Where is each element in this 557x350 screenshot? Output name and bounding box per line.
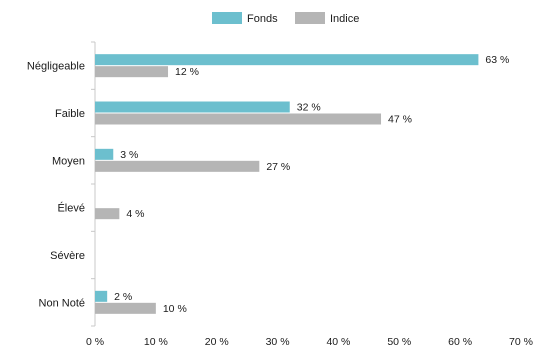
bar-indice xyxy=(95,302,156,314)
bar-indice xyxy=(95,66,169,78)
data-label-fonds: 3 % xyxy=(120,149,138,161)
chart-legend: Fonds Indice xyxy=(212,12,359,25)
bar-fonds xyxy=(95,54,479,66)
x-tick-label: 10 % xyxy=(144,336,168,348)
category-label: Élevé xyxy=(57,202,85,215)
category-label: Négligeable xyxy=(27,61,85,73)
x-tick-label: 40 % xyxy=(326,336,350,348)
data-label-indice: 27 % xyxy=(266,161,290,173)
legend-label-fonds: Fonds xyxy=(247,13,278,25)
bar-fonds xyxy=(95,101,290,113)
x-tick-label: 20 % xyxy=(205,336,229,348)
data-label-indice: 4 % xyxy=(126,208,144,220)
category-label: Non Noté xyxy=(39,297,85,309)
x-tick-label: 0 % xyxy=(86,336,104,348)
chart-axes: Négligeable Faible Moyen Élevé Sévère Non Not… xyxy=(27,41,533,348)
data-label-fonds: 2 % xyxy=(114,291,132,303)
bar-indice xyxy=(95,113,382,125)
category-label: Faible xyxy=(55,108,85,120)
legend-swatch-fonds xyxy=(212,12,242,24)
chart-bars xyxy=(95,54,479,314)
legend-swatch-indice xyxy=(295,12,325,24)
data-label-indice: 10 % xyxy=(163,303,187,315)
bar-fonds xyxy=(95,290,108,302)
data-label-indice: 47 % xyxy=(388,114,412,126)
x-tick-label: 50 % xyxy=(387,336,411,348)
data-label-fonds: 63 % xyxy=(485,54,509,66)
chart-data-labels: 63 % 12 % 32 % 47 % 3 % 27 % 4 % 2 % 10 % xyxy=(114,54,509,315)
data-label-fonds: 32 % xyxy=(297,102,321,114)
x-tick-label: 60 % xyxy=(448,336,472,348)
legend-label-indice: Indice xyxy=(330,13,359,25)
x-tick-label: 30 % xyxy=(266,336,290,348)
x-tick-label: 70 % xyxy=(509,336,533,348)
data-label-indice: 12 % xyxy=(175,66,199,78)
category-label: Moyen xyxy=(52,155,85,167)
category-label: Sévère xyxy=(50,250,85,262)
bar-indice xyxy=(95,160,260,172)
bar-fonds xyxy=(95,148,114,160)
bar-indice xyxy=(95,208,120,220)
